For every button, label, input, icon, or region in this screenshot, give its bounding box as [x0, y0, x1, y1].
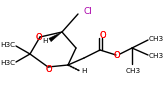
Text: H: H — [42, 38, 48, 44]
Text: CH3: CH3 — [149, 36, 164, 42]
Text: O: O — [36, 34, 42, 42]
Text: O: O — [46, 64, 52, 73]
Polygon shape — [49, 32, 62, 42]
Text: O: O — [46, 64, 52, 73]
Text: O: O — [114, 51, 120, 61]
Text: H: H — [81, 68, 87, 74]
Text: O: O — [114, 51, 120, 61]
Text: O: O — [36, 34, 42, 42]
Text: CH3: CH3 — [125, 68, 141, 74]
Text: CH3: CH3 — [149, 53, 164, 59]
Text: H3C: H3C — [1, 60, 16, 66]
Text: H3C: H3C — [1, 42, 16, 48]
Text: Cl: Cl — [83, 7, 92, 16]
Text: O: O — [100, 31, 106, 40]
Text: O: O — [100, 31, 106, 40]
